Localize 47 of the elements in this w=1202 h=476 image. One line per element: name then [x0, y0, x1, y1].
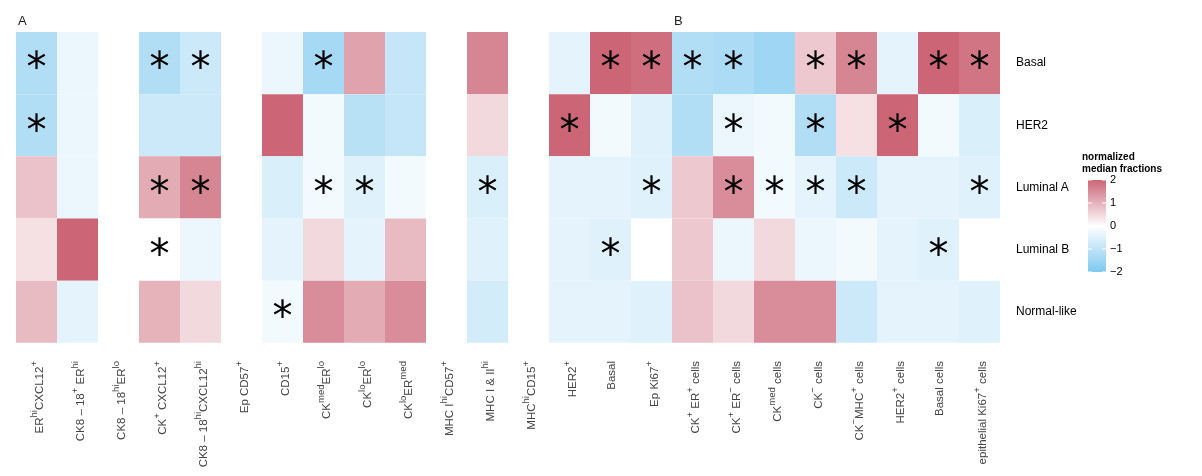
- data-label: *: [641, 168, 662, 215]
- data-label: *: [969, 44, 990, 91]
- y-tick-label: Luminal B: [1016, 241, 1070, 256]
- data-label: *: [559, 106, 580, 153]
- data-label: *: [313, 168, 334, 215]
- y-tick-label: Basal: [1016, 55, 1047, 70]
- x-tick-label: Basal: [604, 361, 617, 390]
- data-label: *: [682, 44, 703, 91]
- data-label: *: [149, 230, 170, 277]
- color-bar-label: 2: [1110, 173, 1117, 186]
- data-label: *: [26, 106, 47, 153]
- data-label: *: [969, 168, 990, 215]
- data-label: *: [477, 168, 498, 215]
- color-bar-label: 0: [1110, 219, 1117, 232]
- color-bar-label: 1: [1110, 196, 1117, 209]
- data-label: *: [641, 44, 662, 91]
- data-label: *: [723, 106, 744, 153]
- data-label: *: [723, 168, 744, 215]
- data-label: *: [354, 168, 375, 215]
- text: B: [674, 13, 683, 28]
- data-label: *: [190, 44, 211, 91]
- color-bar-title: normalized median fractions: [1082, 151, 1163, 174]
- y-tick-label: Luminal A: [1016, 179, 1069, 194]
- data-label: *: [846, 168, 867, 215]
- color-bar-label: −1: [1110, 242, 1123, 255]
- data-label: *: [149, 44, 170, 91]
- data-label: *: [600, 44, 621, 91]
- data-label: *: [805, 168, 826, 215]
- data-label: *: [600, 230, 621, 277]
- data-label: *: [272, 293, 293, 340]
- y-tick-label: HER2: [1016, 117, 1049, 132]
- data-label: *: [26, 44, 47, 91]
- x-tick-label: Basal cells: [932, 361, 945, 416]
- data-label: *: [313, 44, 334, 91]
- text: A: [18, 13, 27, 28]
- data-label: *: [805, 106, 826, 153]
- data-label: *: [805, 44, 826, 91]
- data-label: *: [928, 230, 949, 277]
- data-label: *: [928, 44, 949, 91]
- data-label: *: [846, 44, 867, 91]
- y-tick-label: Normal-like: [1016, 304, 1077, 319]
- data-label: *: [764, 168, 785, 215]
- data-label: *: [149, 168, 170, 215]
- color-bar-label: −2: [1110, 265, 1123, 278]
- data-label: *: [190, 168, 211, 215]
- data-label: *: [723, 44, 744, 91]
- data-label: *: [887, 106, 908, 153]
